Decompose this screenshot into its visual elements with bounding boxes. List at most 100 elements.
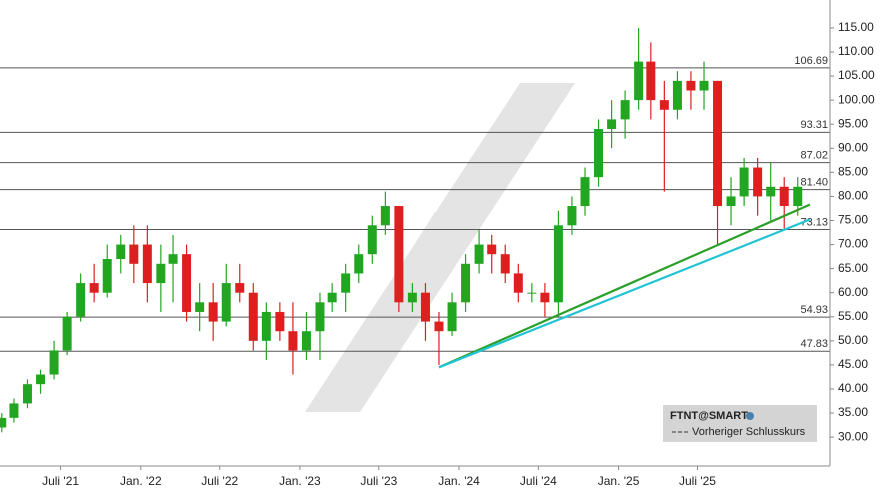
candle-body [261, 311, 271, 341]
candle-body [753, 167, 763, 197]
candle-body [634, 61, 644, 101]
candle-body [315, 302, 325, 332]
level-label: 87.02 [800, 150, 828, 162]
candle-body [434, 321, 444, 332]
candle-body [580, 177, 590, 207]
candle-body [301, 331, 311, 351]
candle-body [0, 417, 7, 428]
candle-body [341, 273, 351, 293]
legend-icon [746, 412, 754, 420]
candle-body [407, 292, 417, 303]
candle-body [22, 384, 32, 404]
candle-body [607, 119, 617, 130]
candle-body [221, 283, 231, 322]
candle-body [36, 374, 46, 385]
candle-body [354, 254, 364, 274]
y-tick-label: 110.00 [838, 44, 874, 58]
y-tick-label: 70.00 [838, 237, 868, 251]
watermark [395, 212, 470, 275]
candle-body [500, 254, 510, 274]
candle-body [726, 196, 736, 207]
y-tick-label: 80.00 [838, 189, 868, 203]
candle-body [686, 80, 696, 91]
y-tick-label: 30.00 [838, 429, 868, 443]
candle-body [182, 254, 192, 312]
y-tick-label: 75.00 [838, 213, 868, 227]
y-tick-label: 45.00 [838, 357, 868, 371]
candle-body [594, 129, 604, 178]
candle-body [248, 292, 258, 341]
y-tick-label: 50.00 [838, 333, 868, 347]
candle-body [620, 100, 630, 120]
y-tick-label: 65.00 [838, 261, 868, 275]
candle-body [156, 263, 166, 284]
x-tick-label: Juli '22 [201, 474, 238, 488]
x-tick-label: Jan. '22 [120, 474, 162, 488]
candle-body [540, 292, 550, 303]
candle-body [567, 206, 577, 226]
candle-body [116, 244, 126, 259]
y-tick-label: 95.00 [838, 116, 868, 130]
y-tick-label: 115.00 [838, 20, 874, 34]
legend-label: Vorheriger Schlusskurs [692, 426, 806, 438]
candle-body [129, 244, 139, 264]
trendline [438, 218, 811, 369]
x-tick-label: Jan. '24 [438, 474, 480, 488]
level-label: 81.40 [800, 177, 828, 189]
candle-body [235, 283, 245, 293]
candle-body [394, 206, 404, 303]
candle-body [380, 206, 390, 226]
level-label: 106.69 [794, 55, 828, 67]
candle-body [195, 302, 205, 312]
candle-body [168, 254, 178, 264]
legend-title: FTNT@SMART [670, 410, 748, 422]
candle-body [447, 302, 457, 332]
x-tick-label: Juli '23 [360, 474, 397, 488]
candle-body [646, 61, 656, 101]
candle-body [699, 80, 709, 91]
x-tick-label: Jan. '25 [598, 474, 640, 488]
candle-body [793, 186, 803, 207]
candle-body [89, 283, 99, 293]
candle-body [9, 403, 19, 418]
level-label: 93.31 [800, 119, 828, 131]
y-tick-label: 90.00 [838, 140, 868, 154]
candle-body [102, 258, 112, 293]
candle-body [553, 225, 563, 303]
y-tick-label: 60.00 [838, 285, 868, 299]
candle-body [420, 292, 430, 322]
y-tick-label: 100.00 [838, 92, 875, 106]
x-tick-label: Juli '25 [679, 474, 716, 488]
y-tick-label: 35.00 [838, 405, 868, 419]
candle-body [208, 302, 218, 322]
candle-body [739, 167, 749, 197]
candle-body [487, 244, 497, 255]
candle-body [766, 186, 776, 197]
x-tick-label: Juli '24 [520, 474, 557, 488]
candle-body [527, 292, 537, 294]
candle-body [672, 80, 682, 110]
candle-body [659, 100, 669, 110]
candle-body [62, 316, 72, 351]
candle-body [713, 80, 723, 207]
y-tick-label: 105.00 [838, 68, 875, 82]
candle-body [275, 311, 285, 332]
y-tick-label: 40.00 [838, 381, 868, 395]
candle-body [474, 244, 484, 264]
level-label: 47.83 [800, 338, 828, 350]
trendline [438, 203, 811, 369]
candle-body [76, 283, 86, 317]
level-label: 54.93 [800, 304, 828, 316]
candle-body [327, 292, 337, 303]
candle-body [142, 244, 152, 284]
candle-body [779, 186, 789, 207]
candle-body [461, 263, 471, 303]
x-tick-label: Jan. '23 [279, 474, 321, 488]
y-tick-label: 55.00 [838, 309, 868, 323]
candle-body [513, 273, 523, 293]
candle-body [49, 350, 59, 375]
candle-body [367, 225, 377, 255]
candle-body [288, 331, 298, 351]
legend-box [663, 405, 817, 442]
y-tick-label: 85.00 [838, 165, 868, 179]
